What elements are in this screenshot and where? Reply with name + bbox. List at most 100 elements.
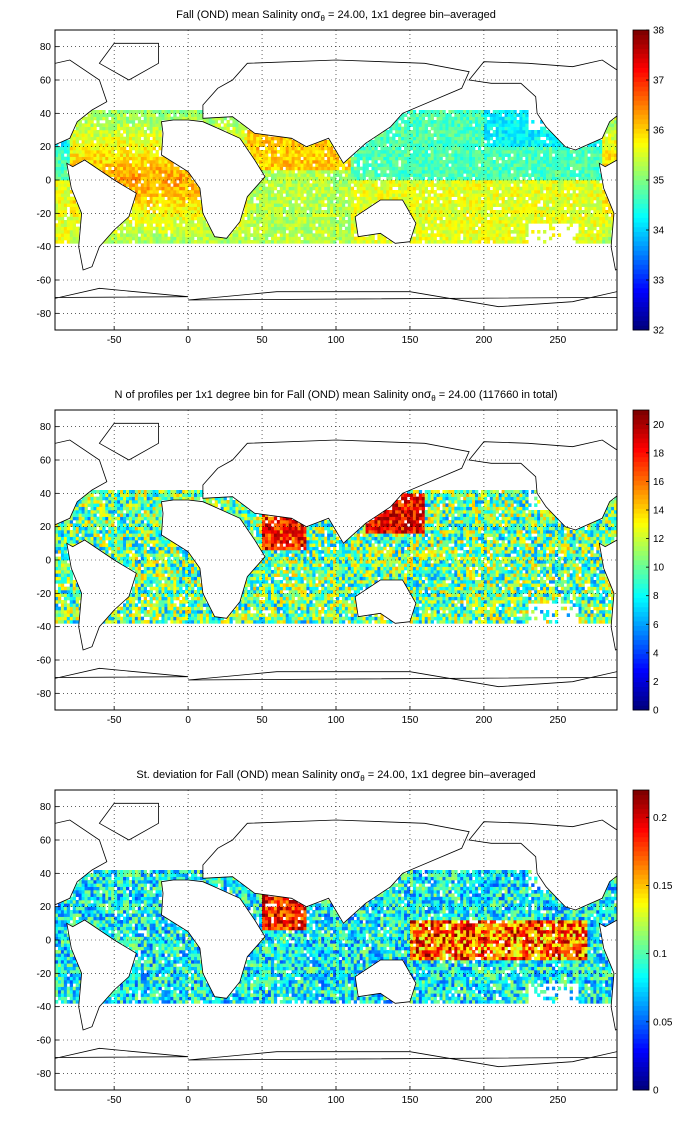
heatmap-cell xyxy=(540,190,544,194)
heatmap-cell xyxy=(575,150,579,154)
heatmap-cell xyxy=(55,193,59,197)
heatmap-cell xyxy=(318,220,322,224)
heatmap-cell xyxy=(173,203,177,207)
heatmap-cell xyxy=(439,123,443,127)
heatmap-cell xyxy=(563,170,568,174)
heatmap-cell xyxy=(593,186,597,191)
heatmap-cell xyxy=(57,193,62,197)
heatmap-cell xyxy=(554,163,559,167)
heatmap-cell xyxy=(276,190,281,194)
heatmap-cell xyxy=(347,223,352,227)
heatmap-cell xyxy=(259,196,263,201)
heatmap-cell xyxy=(253,193,257,197)
heatmap-cell xyxy=(173,190,177,194)
heatmap-cell xyxy=(395,196,399,201)
heatmap-cell xyxy=(253,206,257,211)
heatmap-cell xyxy=(149,233,153,237)
heatmap-cell xyxy=(501,203,505,207)
heatmap-cell xyxy=(445,136,449,141)
heatmap-cell xyxy=(120,133,124,137)
heatmap-cell xyxy=(454,170,458,174)
heatmap-cell xyxy=(173,183,177,187)
heatmap-cell xyxy=(63,183,68,187)
heatmap-cell xyxy=(389,160,393,164)
heatmap-cell xyxy=(433,130,437,134)
heatmap-cell xyxy=(406,170,411,174)
heatmap-cell xyxy=(188,233,192,237)
heatmap-cell xyxy=(276,210,281,214)
heatmap-cell xyxy=(344,183,349,187)
heatmap-cell xyxy=(406,136,411,141)
heatmap-cell xyxy=(321,233,325,237)
heatmap-cell xyxy=(409,203,414,207)
heatmap-cell xyxy=(421,236,426,241)
heatmap-cell xyxy=(199,206,204,211)
heatmap-cell xyxy=(501,133,505,137)
heatmap-cell xyxy=(424,170,428,174)
heatmap-cell xyxy=(265,166,269,171)
heatmap-cell xyxy=(338,190,343,194)
heatmap-cell xyxy=(267,230,272,234)
heatmap-cell xyxy=(344,200,349,204)
heatmap-cell xyxy=(513,206,517,211)
heatmap-cell xyxy=(134,180,139,184)
heatmap-cell xyxy=(498,193,502,197)
heatmap-cell xyxy=(463,216,467,221)
heatmap-cell xyxy=(543,160,547,164)
heatmap-cell xyxy=(72,130,77,134)
heatmap-cell xyxy=(341,180,346,184)
heatmap-cell xyxy=(451,153,455,157)
heatmap-cell xyxy=(392,163,396,167)
heatmap-cell xyxy=(383,166,387,171)
heatmap-cell xyxy=(75,143,79,147)
heatmap-cell xyxy=(338,236,343,241)
heatmap-cell xyxy=(501,233,505,237)
heatmap-cell xyxy=(540,176,544,181)
heatmap-cell xyxy=(60,213,65,217)
heatmap-cell xyxy=(477,226,482,231)
heatmap-cell xyxy=(409,133,414,137)
heatmap-cell xyxy=(448,160,452,164)
heatmap-cell xyxy=(469,123,473,127)
heatmap-cell xyxy=(279,193,284,197)
heatmap-cell xyxy=(380,236,384,241)
heatmap-cell xyxy=(164,236,168,241)
heatmap-cell xyxy=(114,140,118,144)
heatmap-cell xyxy=(525,240,529,244)
heatmap-cell xyxy=(522,163,526,167)
heatmap-cell xyxy=(362,160,366,164)
heatmap-cell xyxy=(333,206,337,211)
heatmap-cell xyxy=(362,203,366,207)
heatmap-cell xyxy=(161,230,165,234)
heatmap-cell xyxy=(117,163,121,167)
heatmap-cell xyxy=(433,163,437,167)
heatmap-cell xyxy=(395,133,399,137)
heatmap-cell xyxy=(356,150,360,154)
heatmap-cell xyxy=(371,170,375,174)
heatmap-cell xyxy=(241,223,245,227)
heatmap-cell xyxy=(333,166,337,171)
heatmap-cell xyxy=(492,196,497,201)
heatmap-cell xyxy=(247,236,251,241)
heatmap-cell xyxy=(466,183,470,187)
heatmap-cell xyxy=(504,240,508,244)
heatmap-cell xyxy=(587,220,591,224)
heatmap-cell xyxy=(383,186,387,191)
heatmap-cell xyxy=(596,183,600,187)
heatmap-cell xyxy=(430,210,434,214)
heatmap-cell xyxy=(554,153,559,157)
heatmap-cell xyxy=(102,153,106,157)
heatmap-cell xyxy=(469,180,473,184)
heatmap-cell xyxy=(158,200,162,204)
heatmap-cell xyxy=(111,140,115,144)
heatmap-cell xyxy=(164,213,168,217)
heatmap-cell xyxy=(540,210,544,214)
heatmap-cell xyxy=(581,176,585,181)
heatmap-cell xyxy=(525,130,529,134)
heatmap-cell xyxy=(489,116,494,121)
heatmap-cell xyxy=(548,153,553,157)
heatmap-cell xyxy=(196,220,201,224)
heatmap-cell xyxy=(445,173,449,177)
heatmap-cell xyxy=(344,220,349,224)
heatmap-cell xyxy=(560,146,565,151)
